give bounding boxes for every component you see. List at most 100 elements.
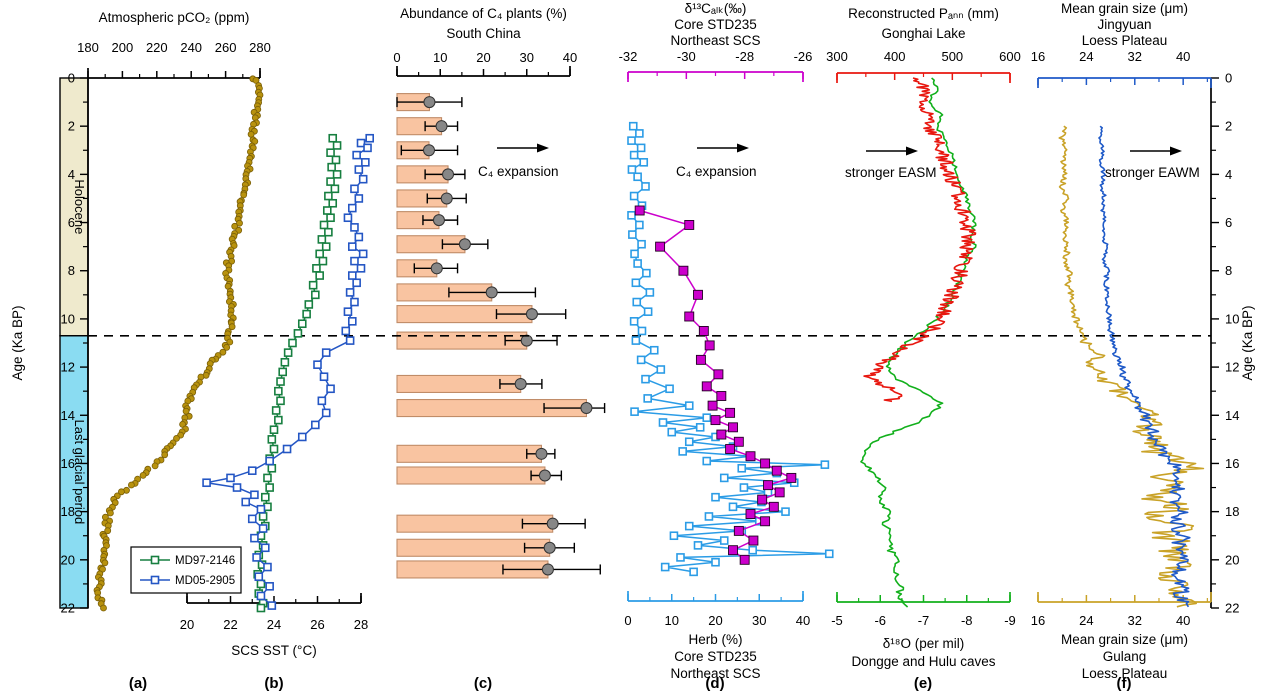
bar-mean-dot — [520, 334, 533, 347]
marker — [629, 150, 639, 160]
marker — [719, 536, 729, 545]
marker — [629, 191, 639, 201]
marker — [350, 184, 359, 194]
marker — [354, 194, 364, 203]
age-tick-label: 16 — [61, 456, 75, 471]
marker — [202, 478, 211, 488]
age-tick-label: 16 — [1225, 456, 1239, 471]
marker — [328, 133, 338, 143]
axis-title: Dongge and Hulu caves — [851, 654, 995, 669]
marker — [684, 521, 694, 531]
marker — [347, 271, 357, 280]
marker — [649, 345, 659, 355]
marker — [660, 562, 670, 572]
marker — [711, 492, 720, 502]
marker — [232, 483, 242, 492]
axis-tick-label: 10 — [665, 613, 679, 628]
marker — [745, 451, 756, 462]
data-dot — [182, 407, 190, 415]
marker — [627, 211, 636, 220]
bar-mean-dot — [543, 541, 556, 554]
marker — [669, 531, 679, 541]
panel-letter-a: (a) — [129, 675, 147, 692]
panel-e-axis-bottom: -5 -6 -7 -8 -9 δ¹⁸O (per mil) Dongge and Hulu … — [831, 592, 1016, 669]
legend-label: MD97-2146 — [175, 555, 235, 567]
marker — [728, 502, 738, 512]
panel-e-axis-top: 300 400 500 600 Reconstructed Pₐₙₙ (mm) Gongh… — [826, 6, 1021, 83]
marker — [637, 326, 647, 336]
pann-gonghai-line — [863, 77, 977, 403]
marker — [327, 162, 336, 172]
marker — [637, 239, 646, 249]
age-tick-label: 18 — [61, 504, 75, 519]
marker — [684, 437, 694, 447]
axis-tick-label: 40 — [563, 50, 577, 65]
legend-marker — [150, 555, 160, 565]
bar-mean-dot — [432, 214, 445, 227]
marker — [319, 220, 329, 230]
marker — [786, 472, 797, 483]
marker — [326, 148, 335, 157]
age-tick-label: 22 — [1225, 601, 1239, 616]
legend-marker — [150, 575, 160, 585]
axis-tick-label: 30 — [752, 613, 766, 628]
epoch-label: Last glacial period — [72, 419, 87, 524]
axis-tick-label: 600 — [999, 49, 1021, 64]
marker — [328, 198, 338, 208]
axis-tick-label: -5 — [831, 613, 843, 628]
marker — [695, 354, 706, 365]
axis-tick-label: -28 — [735, 49, 754, 64]
axis-tick-label: 40 — [1176, 613, 1190, 628]
data-dot — [223, 343, 231, 351]
marker — [288, 338, 297, 348]
marker — [297, 432, 307, 442]
panel-letter-c: (c) — [474, 675, 492, 692]
sst-md05-2905-line — [206, 137, 371, 607]
marker — [256, 603, 266, 613]
axis-tick-label: 300 — [826, 49, 848, 64]
marker — [267, 435, 277, 444]
marker — [728, 545, 738, 556]
marker — [361, 158, 370, 167]
age-tick-label: 20 — [61, 552, 75, 567]
axis-tick-label: 500 — [941, 49, 963, 64]
axis-tick-label: 26 — [310, 617, 324, 632]
data-dot — [100, 604, 107, 612]
marker — [676, 553, 685, 562]
axis-tick-label: 16 — [1031, 49, 1045, 64]
marker — [317, 396, 327, 406]
grain-jingyuan-line — [1098, 125, 1191, 608]
marker — [343, 213, 353, 223]
marker — [642, 268, 651, 278]
marker — [771, 465, 782, 476]
marker — [725, 407, 736, 418]
marker — [283, 348, 293, 357]
marker — [260, 543, 270, 553]
marker — [748, 535, 759, 546]
marker — [698, 326, 709, 336]
marker — [635, 220, 644, 230]
marker — [304, 300, 314, 309]
annotation-c: C₄ expansion — [478, 143, 559, 179]
marker — [263, 473, 272, 483]
bar-mean-dot — [458, 238, 471, 251]
marker — [356, 264, 366, 273]
marker — [274, 386, 283, 396]
axis-tick-label: 260 — [215, 40, 237, 55]
axis-title: South China — [446, 26, 521, 41]
marker — [704, 512, 714, 521]
annotation-text: C₄ expansion — [676, 164, 757, 179]
marker — [256, 591, 266, 601]
marker — [302, 309, 311, 319]
marker — [265, 582, 274, 591]
marker — [317, 235, 327, 244]
marker — [678, 447, 687, 456]
marker — [655, 241, 666, 252]
marker — [267, 463, 277, 473]
marker — [324, 227, 333, 237]
marker — [737, 463, 747, 473]
bar-mean-dot — [485, 286, 498, 299]
marker — [763, 480, 773, 491]
